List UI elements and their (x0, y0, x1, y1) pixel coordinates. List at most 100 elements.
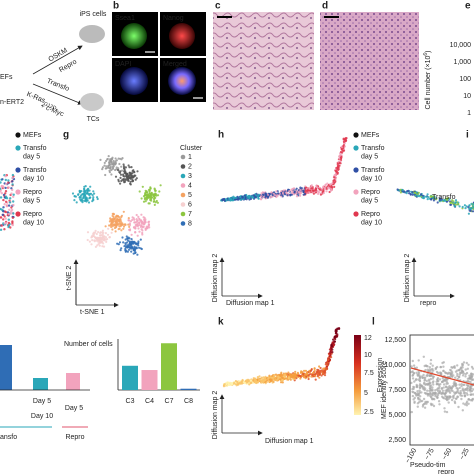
tick-label: 5 (364, 390, 368, 397)
axis-label: repro (420, 300, 436, 307)
cell-point (5, 221, 8, 225)
cell-point (445, 382, 448, 385)
cell-point (94, 229, 97, 232)
cell-point (114, 219, 117, 222)
cell-point (260, 379, 263, 382)
cell-point (10, 206, 13, 209)
cell-point (133, 174, 136, 177)
tick-label: −75 (424, 447, 436, 461)
cell-point (280, 371, 283, 374)
cell-point (78, 191, 81, 194)
cell-point (331, 341, 334, 344)
cell-point (418, 376, 422, 379)
cell-point (417, 359, 420, 362)
legend-label: 2 (188, 163, 192, 170)
cell-point (431, 377, 435, 380)
cell-point (130, 238, 133, 241)
cell-point (428, 366, 431, 369)
cell-point (460, 394, 464, 397)
cell-point (460, 383, 463, 386)
axis-label: Diffusion map 2 (212, 254, 219, 303)
cell-point (410, 365, 413, 368)
cell-point (147, 223, 150, 226)
cell-point (450, 372, 454, 375)
cell-point (279, 378, 282, 381)
cell-point (12, 203, 15, 207)
cell-point (138, 223, 141, 227)
legend-label: day 10 (23, 175, 44, 182)
cell-point (113, 217, 116, 220)
cell-point (314, 189, 318, 192)
cell-point (429, 195, 432, 198)
cell-point (281, 191, 284, 195)
cell-point (128, 171, 131, 174)
cell-point (438, 403, 441, 406)
cell-point (144, 220, 147, 223)
cell-point (225, 382, 228, 385)
cell-point (415, 371, 418, 374)
cell-point (419, 384, 423, 387)
panel-label: g (63, 130, 69, 141)
cell-point (417, 378, 420, 381)
schematic-label: TCs (87, 116, 100, 123)
cell-point (9, 212, 13, 215)
bar (122, 365, 138, 390)
cell-point (12, 193, 15, 196)
cell-point (133, 245, 136, 248)
cell-point (466, 367, 469, 370)
cell-point (416, 193, 419, 196)
cell-point (124, 238, 127, 241)
cell-point (454, 199, 458, 202)
cell-point (423, 378, 427, 381)
tick-label: Day 5 (33, 398, 51, 405)
cell-point (453, 401, 457, 405)
cell-point (299, 191, 302, 194)
cell-point (457, 405, 460, 409)
legend-label: 1 (188, 154, 192, 161)
cell-point (429, 358, 433, 362)
cell-point (448, 395, 451, 398)
legend-label: MEFs (361, 132, 380, 139)
cell-point (133, 248, 137, 251)
cell-point (8, 201, 12, 204)
cell-point (152, 195, 155, 198)
cell-point (427, 196, 430, 199)
cell-point (4, 175, 7, 178)
cell-point (251, 381, 254, 384)
cell-point (89, 185, 92, 188)
cell-point (458, 205, 461, 208)
cell-point (278, 374, 281, 377)
cell-point (2, 218, 5, 221)
cell-point (461, 387, 464, 390)
cell-point (295, 195, 299, 198)
cell-point (125, 235, 128, 238)
cell-point (140, 213, 143, 216)
cell-point (264, 196, 267, 199)
cell-point (342, 137, 345, 140)
cell-point (415, 383, 418, 387)
cell-point (341, 149, 345, 152)
cell-point (471, 398, 474, 401)
cell-point (319, 366, 322, 370)
cell-point (422, 194, 425, 197)
cell-point (159, 184, 162, 187)
cell-point (431, 364, 434, 367)
cell-point (463, 394, 467, 397)
cell-point (130, 247, 133, 250)
cell-point (124, 249, 127, 252)
cell-point (323, 374, 327, 377)
cell-point (115, 159, 118, 162)
cell-point (464, 368, 467, 371)
cell-point (137, 241, 140, 245)
cell-point (456, 377, 459, 381)
panel-label: e (465, 1, 471, 12)
cell-point (117, 167, 120, 170)
cell-point (336, 171, 339, 174)
cell-point (415, 366, 418, 369)
cell-point (329, 351, 332, 354)
cell-point (83, 187, 86, 190)
cell-point (319, 193, 322, 196)
legend-label: Repro (361, 211, 380, 218)
axis-label: Diffusion map 1 (226, 300, 275, 307)
